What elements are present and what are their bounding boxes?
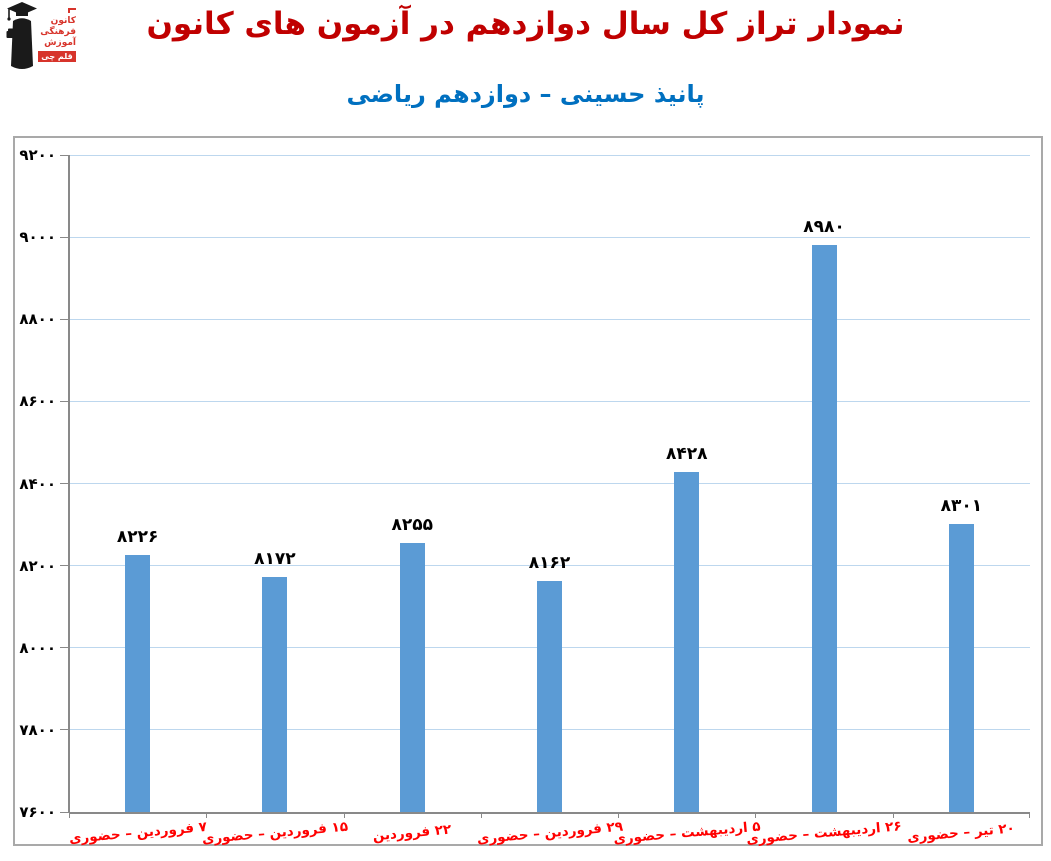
bar	[399, 543, 425, 812]
bar-value-label: ۸۲۲۶	[116, 526, 159, 547]
graduate-icon	[6, 2, 37, 69]
x-axis-tick	[892, 812, 894, 818]
y-gridline	[69, 565, 1030, 567]
bar	[125, 554, 151, 812]
x-axis-tick	[206, 812, 208, 818]
bar-value-label: ۸۳۰۱	[940, 496, 983, 517]
x-axis-tick	[69, 812, 70, 818]
y-axis-label: ۹۲۰۰	[19, 146, 56, 164]
y-axis-tick	[60, 483, 69, 484]
chart-subtitle: پانیذ حسینی – دوازدهم ریاضی	[346, 80, 705, 108]
y-gridline	[69, 318, 1030, 320]
y-axis-line	[68, 155, 70, 812]
x-axis-line	[69, 812, 1030, 814]
logo-org-line2: فرهنگی	[40, 27, 76, 37]
x-axis-tick	[480, 812, 482, 818]
logo-org-line1: کانون	[50, 16, 76, 26]
y-gridline	[69, 483, 1030, 484]
plot-area: ۷۶۰۰ ۷۸۰۰ ۸۰۰۰ ۸۲۰۰ ۸۴۰۰ ۸۶۰۰ ۸۸۰۰ ۹۰۰۰ ۹۲۰۰ ۸۲۲۶…	[15, 138, 1041, 848]
y-axis-label: ۹۰۰۰	[19, 228, 56, 247]
y-axis-tick	[60, 400, 69, 402]
bar	[811, 245, 837, 812]
y-axis-tick	[60, 565, 69, 567]
y-axis-tick	[60, 647, 69, 649]
y-axis-label: ۸۶۰۰	[19, 392, 56, 411]
y-axis-tick	[60, 729, 69, 731]
y-axis-label: ۸۴۰۰	[19, 474, 56, 493]
chart-frame: ۷۶۰۰ ۷۸۰۰ ۸۰۰۰ ۸۲۰۰ ۸۴۰۰ ۸۶۰۰ ۸۸۰۰ ۹۰۰۰ ۹۲۰۰ ۸۲۲۶…	[13, 136, 1043, 848]
y-gridline	[69, 236, 1030, 238]
x-axis-tick	[755, 812, 757, 818]
bar-value-label: ۸۱۶۲	[528, 553, 571, 574]
y-axis-tick	[60, 811, 69, 813]
chart-title: نمودار تراز کل سال دوازدهم در آزمون های …	[146, 6, 905, 42]
y-axis-label: ۷۸۰۰	[19, 720, 56, 739]
x-axis-tick	[1029, 812, 1030, 818]
bar	[537, 581, 562, 812]
bar	[262, 577, 288, 812]
logo-org-line3: آموزش	[44, 38, 76, 48]
bar-value-label: ۸۱۷۲	[254, 549, 296, 570]
y-axis-label: ۸۲۰۰	[19, 556, 56, 575]
y-gridline	[69, 154, 1030, 156]
bar-value-label: ۸۹۸۰	[803, 217, 845, 238]
bar	[674, 472, 700, 812]
y-axis-label: ۸۰۰۰	[19, 638, 56, 657]
bar	[948, 524, 974, 812]
y-axis-tick	[60, 318, 69, 320]
kanoon-logo: کانون فرهنگی آموزش قلم چی	[6, 2, 78, 76]
logo-text-column: کانون فرهنگی آموزش قلم چی	[38, 2, 76, 76]
logo-ghalamchi-badge: قلم چی	[38, 51, 76, 62]
x-axis-tick	[618, 812, 620, 818]
y-axis-tick	[60, 236, 69, 238]
y-gridline	[69, 400, 1030, 402]
bar-value-label: ۸۴۲۸	[666, 444, 708, 464]
y-axis-label: ۸۸۰۰	[19, 310, 56, 329]
bar-value-label: ۸۲۵۵	[391, 515, 433, 536]
x-axis-tick	[343, 812, 345, 818]
logo-corner-mark	[68, 8, 76, 13]
y-axis-label: ۷۶۰۰	[19, 803, 56, 821]
y-axis-tick	[60, 154, 69, 156]
